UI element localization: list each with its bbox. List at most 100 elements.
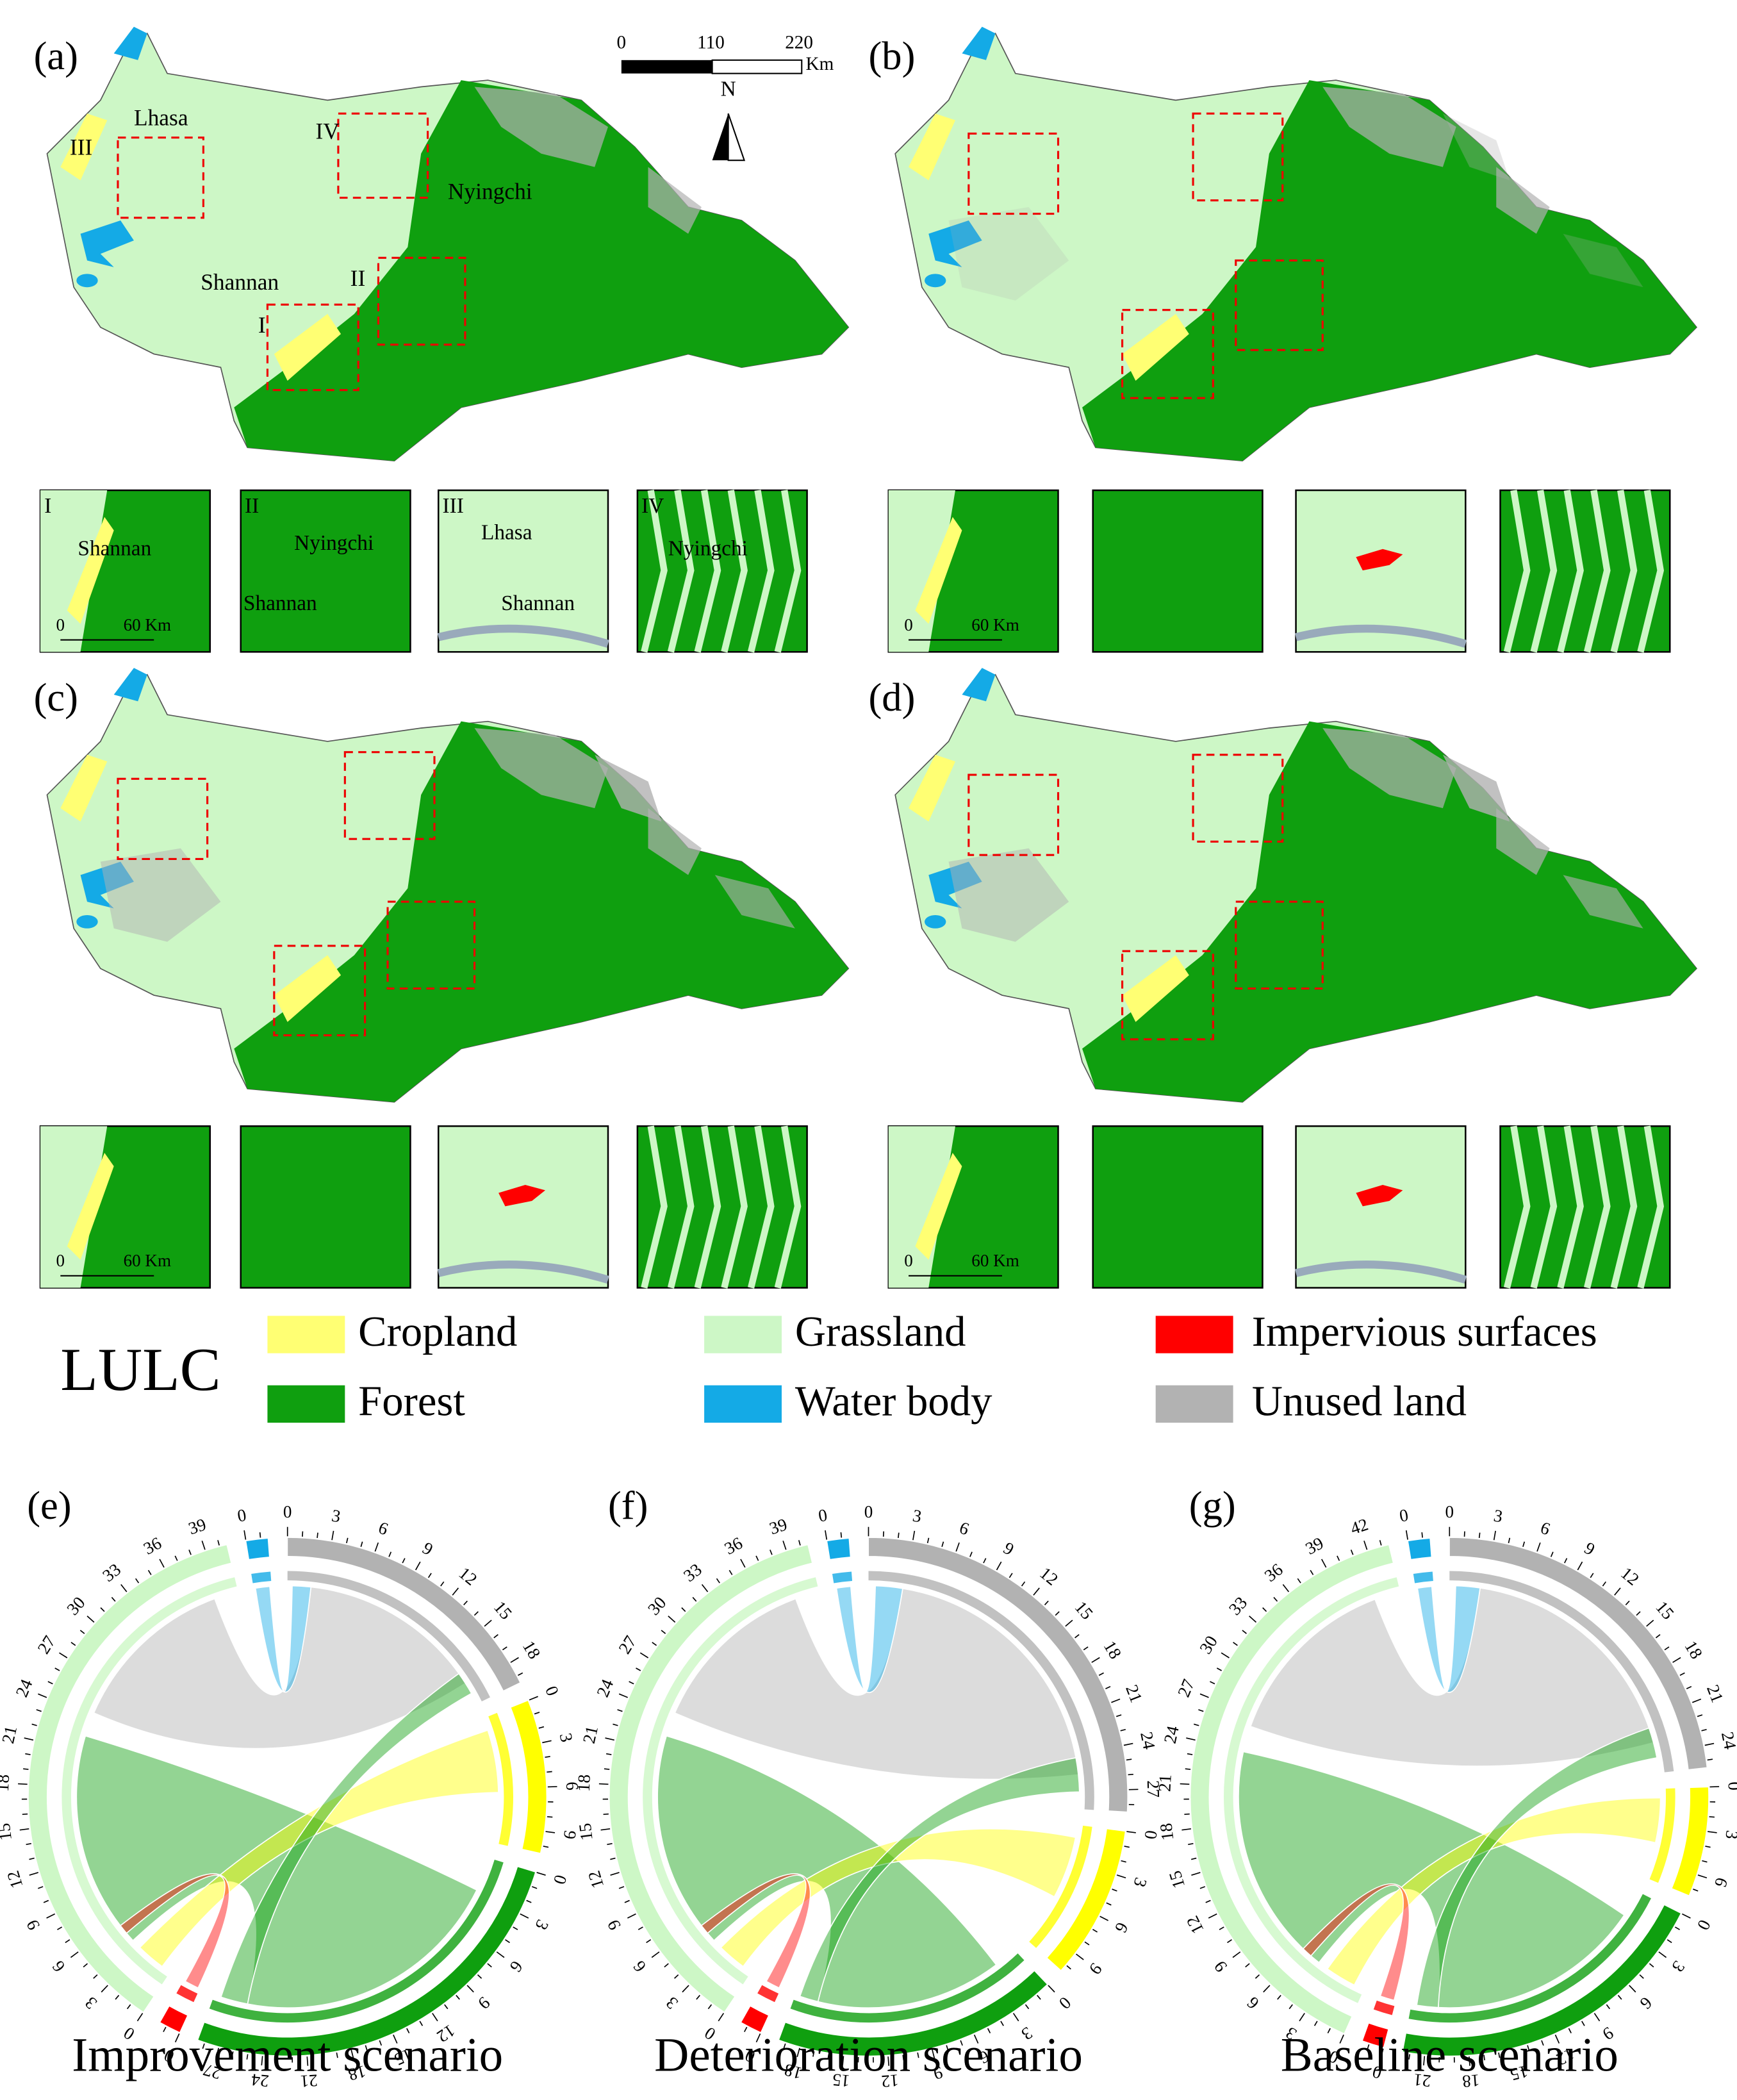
chord-tick <box>598 1783 609 1785</box>
inset-urban <box>1356 1185 1403 1207</box>
chord-tick <box>1098 1672 1104 1676</box>
legend-label: Unused land <box>1252 1378 1467 1425</box>
chord-tick <box>603 1813 609 1815</box>
chord-tick <box>605 1737 614 1741</box>
inset-grass <box>1557 1125 1584 1289</box>
chord-ribbon <box>119 1873 230 1989</box>
study-box <box>1192 754 1284 843</box>
inset-grass <box>888 1126 955 1288</box>
inset-map <box>1499 1125 1671 1289</box>
inset-map <box>240 489 411 653</box>
legend-swatch <box>267 1385 345 1423</box>
chord-tick-label: 39 <box>1302 1534 1326 1558</box>
chord-tick <box>1339 2034 1344 2044</box>
inset-grass <box>1610 490 1638 653</box>
chord-tick-label: 18 <box>1156 1822 1177 1842</box>
chord-tick <box>22 1813 28 1815</box>
chord-tick <box>1048 1985 1055 1993</box>
chord-tick <box>1128 1773 1133 1776</box>
chord-tick-label: 15 <box>1508 2062 1530 2085</box>
chord-tick-label: 21 <box>0 1724 21 1745</box>
chord-tick <box>1181 1828 1192 1831</box>
chord-tick <box>538 1726 545 1729</box>
chord-tick <box>487 1963 492 1968</box>
inset-bg <box>240 1125 411 1289</box>
chord-tick <box>1512 2049 1517 2059</box>
chord-tick <box>543 1846 549 1848</box>
chord-tick <box>379 2040 383 2046</box>
chord-tick-label: 33 <box>1225 1593 1251 1619</box>
chord-tick <box>627 1913 636 1919</box>
map-label: I <box>258 312 266 338</box>
chord-tick <box>996 1561 1002 1571</box>
chord-tick <box>1667 1939 1672 1944</box>
chord-tick <box>1126 1831 1136 1833</box>
inset-map <box>1499 489 1671 653</box>
chord-tick <box>54 1667 60 1671</box>
chord-inner-ring <box>62 1577 237 1985</box>
chord-tick-label: 3 <box>330 1506 342 1526</box>
chord-tick <box>1194 1723 1199 1726</box>
inset-river <box>437 1260 609 1284</box>
chord-tick <box>1263 1985 1271 1993</box>
chord-panel-label: (f) <box>608 1483 648 1528</box>
chord-tick <box>360 1541 363 1548</box>
chord-tick <box>529 1696 538 1701</box>
chord-tick <box>1121 1860 1126 1863</box>
chord-tick-label: 9 <box>474 1993 494 2013</box>
chord-tick <box>24 1737 34 1741</box>
chord-ribbon <box>254 1585 312 1693</box>
chord-tick <box>29 1857 35 1860</box>
legend-label: Grassland <box>795 1309 966 1355</box>
chord-tick <box>624 1899 630 1903</box>
chord-tick <box>610 1872 620 1876</box>
chord-tick <box>1469 2056 1470 2066</box>
chord-tick <box>1536 1542 1541 1552</box>
chord-tick-label: 24 <box>251 2070 270 2091</box>
chord-tick-label: 24 <box>1137 1730 1159 1751</box>
chord-tick <box>65 1939 70 1944</box>
legend-title: LULC <box>60 1335 220 1403</box>
chord-tick-label: 27 <box>614 1632 640 1657</box>
inset-map <box>1295 1125 1467 1289</box>
inset-label: Shannan <box>501 591 575 615</box>
chord-tick <box>1672 1657 1681 1663</box>
chord-tick <box>38 1886 44 1889</box>
chord-tick <box>1522 1541 1526 1548</box>
chord-tick <box>932 2049 935 2059</box>
chord-tick <box>1636 1611 1641 1616</box>
chord-tick <box>946 2045 949 2051</box>
chord-tick-label: 9 <box>22 1917 44 1933</box>
chord-tick <box>402 1558 406 1564</box>
chord-tick <box>1115 1714 1122 1717</box>
chord-tick-label: 18 <box>0 1774 13 1792</box>
chord-tick <box>1367 2044 1370 2050</box>
study-box <box>1121 950 1214 1041</box>
inset-bg <box>1092 1125 1264 1289</box>
inset-grass <box>747 490 775 653</box>
chord-tick <box>406 2028 410 2033</box>
chord-segment <box>1449 1537 1708 1771</box>
chord-tick <box>46 1913 55 1919</box>
scale-tick-label: 0 <box>617 32 627 53</box>
chord-tick <box>1126 1758 1132 1761</box>
chord-tick <box>1581 2021 1585 2026</box>
chord-tick-label: 3 <box>81 1993 101 2013</box>
chord-tick <box>1655 1634 1661 1639</box>
chord-tick <box>496 1951 505 1958</box>
chord-inner-ring <box>251 1571 272 1583</box>
chord-tick <box>243 1530 247 1540</box>
chord-tick <box>618 1886 625 1889</box>
inset-label: III <box>443 494 464 518</box>
chord-ribbon <box>799 1757 1080 2003</box>
chord-tick <box>29 1872 38 1876</box>
inset-grass <box>1637 1125 1664 1289</box>
chord-tick <box>1310 1569 1314 1575</box>
chord-inner-ring <box>1649 1788 1675 1883</box>
chord-tick-label: 3 <box>662 1993 682 2013</box>
chord-tick <box>812 2051 815 2057</box>
chord-tick <box>1227 1939 1232 1944</box>
chord-tick <box>1208 1913 1217 1919</box>
chord-tick-label: 0 <box>1055 1993 1075 2013</box>
chord-tick-label: 0 <box>541 1683 563 1699</box>
